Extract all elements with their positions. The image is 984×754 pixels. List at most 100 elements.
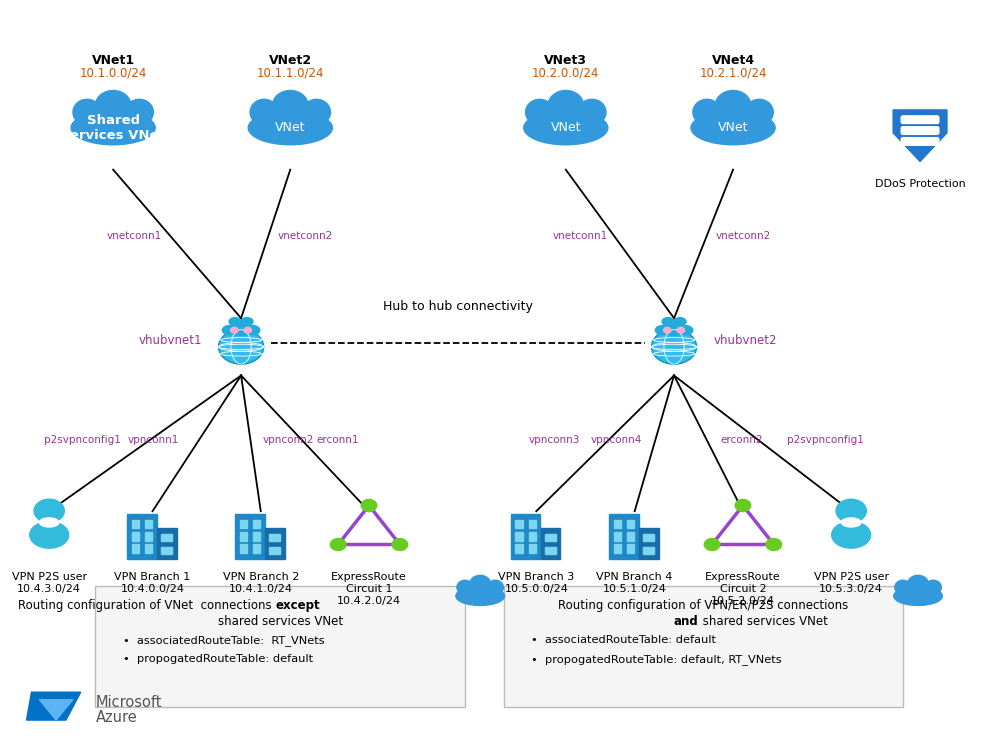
Bar xyxy=(253,520,261,529)
Text: vnetconn2: vnetconn2 xyxy=(277,231,333,241)
Ellipse shape xyxy=(273,90,308,121)
Ellipse shape xyxy=(250,100,278,125)
Ellipse shape xyxy=(73,100,101,125)
Text: VNet: VNet xyxy=(276,121,305,134)
Text: VPN Branch 4
10.5.1.0/24: VPN Branch 4 10.5.1.0/24 xyxy=(596,572,673,594)
Polygon shape xyxy=(893,110,947,161)
Ellipse shape xyxy=(111,111,134,131)
Bar xyxy=(627,532,635,541)
Ellipse shape xyxy=(525,100,554,125)
Ellipse shape xyxy=(457,581,473,594)
Bar xyxy=(132,520,139,529)
Circle shape xyxy=(705,538,720,550)
Ellipse shape xyxy=(479,587,492,598)
Bar xyxy=(644,547,654,554)
Bar xyxy=(545,534,556,541)
Text: vhubvnet2: vhubvnet2 xyxy=(713,334,777,348)
Bar xyxy=(627,544,635,553)
Text: 10.1.0.0/24: 10.1.0.0/24 xyxy=(80,66,147,79)
Ellipse shape xyxy=(222,326,236,335)
Text: p2svpnconfig1: p2svpnconfig1 xyxy=(787,434,864,445)
Bar xyxy=(132,532,139,541)
Text: VNet3: VNet3 xyxy=(544,54,587,67)
Ellipse shape xyxy=(487,581,504,594)
Text: vpnconn1: vpnconn1 xyxy=(128,434,179,445)
Ellipse shape xyxy=(917,587,930,598)
Text: vnetconn2: vnetconn2 xyxy=(715,231,770,241)
Ellipse shape xyxy=(71,111,155,145)
Ellipse shape xyxy=(302,100,331,125)
Bar xyxy=(516,532,523,541)
Text: Azure: Azure xyxy=(95,710,137,725)
Text: DDoS Protection: DDoS Protection xyxy=(875,179,965,189)
Text: shared services VNet: shared services VNet xyxy=(217,615,343,628)
Text: vpnconn4: vpnconn4 xyxy=(591,434,643,445)
Text: shared services VNet: shared services VNet xyxy=(699,615,828,628)
Ellipse shape xyxy=(674,317,686,326)
Bar xyxy=(614,544,621,553)
Ellipse shape xyxy=(456,587,505,605)
Bar xyxy=(145,544,153,553)
Circle shape xyxy=(766,538,781,550)
Bar xyxy=(545,547,556,554)
Text: ExpressRoute
Circuit 2
10.5.2.0/24: ExpressRoute Circuit 2 10.5.2.0/24 xyxy=(706,572,780,606)
Text: •  propogatedRouteTable: default, RT_VNets: • propogatedRouteTable: default, RT_VNet… xyxy=(531,654,782,664)
Circle shape xyxy=(218,329,264,364)
Ellipse shape xyxy=(731,111,754,131)
FancyBboxPatch shape xyxy=(901,127,939,134)
Ellipse shape xyxy=(925,581,942,594)
Ellipse shape xyxy=(564,111,586,131)
Text: p2svpnconfig1: p2svpnconfig1 xyxy=(43,434,121,445)
Ellipse shape xyxy=(715,90,751,121)
Ellipse shape xyxy=(523,111,608,145)
Text: VPN P2S user
10.5.3.0/24: VPN P2S user 10.5.3.0/24 xyxy=(814,572,889,594)
Bar xyxy=(528,544,536,553)
Bar xyxy=(644,534,654,541)
Bar xyxy=(640,529,659,559)
Text: Hub to hub connectivity: Hub to hub connectivity xyxy=(383,300,532,313)
Bar xyxy=(132,544,139,553)
Text: vpnconn3: vpnconn3 xyxy=(529,434,581,445)
Ellipse shape xyxy=(39,518,59,527)
Bar xyxy=(270,534,280,541)
Text: •  associatedRouteTable:  RT_VNets: • associatedRouteTable: RT_VNets xyxy=(123,635,325,645)
Bar xyxy=(627,520,635,529)
Text: erconn2: erconn2 xyxy=(720,434,763,445)
Circle shape xyxy=(677,327,685,333)
Bar xyxy=(253,544,261,553)
Bar xyxy=(240,520,247,529)
Text: VPN Branch 3
10.5.0.0/24: VPN Branch 3 10.5.0.0/24 xyxy=(498,572,575,594)
Circle shape xyxy=(34,499,64,523)
Text: and: and xyxy=(674,615,699,628)
Ellipse shape xyxy=(548,90,584,121)
Circle shape xyxy=(331,538,346,550)
Ellipse shape xyxy=(229,317,241,326)
Circle shape xyxy=(651,329,697,364)
Ellipse shape xyxy=(906,587,919,598)
Bar xyxy=(511,514,540,559)
FancyBboxPatch shape xyxy=(901,138,939,146)
Ellipse shape xyxy=(246,326,260,335)
Text: VNet2: VNet2 xyxy=(269,54,312,67)
Bar xyxy=(528,520,536,529)
Ellipse shape xyxy=(226,325,256,336)
Ellipse shape xyxy=(270,111,292,131)
Ellipse shape xyxy=(662,317,674,326)
Text: vhubvnet1: vhubvnet1 xyxy=(138,334,202,348)
Text: •  associatedRouteTable: default: • associatedRouteTable: default xyxy=(531,635,716,645)
Circle shape xyxy=(663,327,671,333)
Text: vnetconn1: vnetconn1 xyxy=(553,231,608,241)
Text: VPN P2S user
10.4.3.0/24: VPN P2S user 10.4.3.0/24 xyxy=(12,572,87,594)
Bar xyxy=(614,532,621,541)
Text: vnetconn1: vnetconn1 xyxy=(107,231,162,241)
Text: 10.1.1.0/24: 10.1.1.0/24 xyxy=(257,66,324,79)
Text: VPN Branch 1
10.4.0.0/24: VPN Branch 1 10.4.0.0/24 xyxy=(114,572,191,594)
Ellipse shape xyxy=(691,111,775,145)
Ellipse shape xyxy=(232,320,250,333)
Text: •  propogatedRouteTable: default: • propogatedRouteTable: default xyxy=(123,654,313,664)
Bar xyxy=(157,529,177,559)
Bar xyxy=(145,520,153,529)
Bar xyxy=(240,544,247,553)
Polygon shape xyxy=(39,700,73,720)
Ellipse shape xyxy=(908,575,928,592)
